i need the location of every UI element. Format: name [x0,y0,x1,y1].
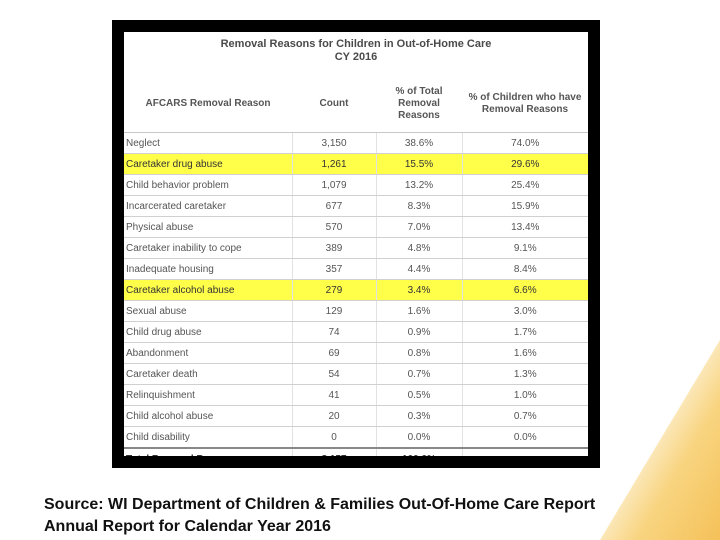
source-caption: Source: WI Department of Children & Fami… [44,494,684,538]
cell-count: 279 [292,279,377,301]
cell-pct-children: 74.0% [462,132,588,154]
cell-reason: Inadequate housing [124,258,293,280]
table-row: Inadequate housing 357 4.4% 8.4% [124,258,588,280]
cell-reason: Sexual abuse [124,300,293,322]
cell-pct-total: 4.8% [376,237,463,259]
cell-reason: Child disability [124,426,293,449]
cell-count: 20 [292,405,377,427]
total-pct-total: 100.0% [376,447,463,456]
cell-pct-total: 0.7% [376,363,463,385]
cell-pct-children: 25.4% [462,174,588,196]
source-caption-line2: Annual Report for Calendar Year 2016 [44,518,331,535]
table-row: Abandonment 69 0.8% 1.6% [124,342,588,364]
table-row: Child alcohol abuse 20 0.3% 0.7% [124,405,588,427]
cell-pct-total: 0.9% [376,321,463,343]
table-row: Child drug abuse 74 0.9% 1.7% [124,321,588,343]
table-row: Physical abuse 570 7.0% 13.4% [124,216,588,238]
cell-count: 677 [292,195,377,217]
cell-pct-total: 7.0% [376,216,463,238]
cell-pct-total: 3.4% [376,279,463,301]
cell-count: 41 [292,384,377,406]
cell-reason: Caretaker death [124,363,293,385]
table-title: Removal Reasons for Children in Out-of-H… [124,38,588,64]
cell-pct-total: 4.4% [376,258,463,280]
cell-pct-children: 3.0% [462,300,588,322]
table-row: Child behavior problem 1,079 13.2% 25.4% [124,174,588,196]
header-pct-total: % of Total Removal Reasons [376,76,462,133]
cell-pct-total: 1.6% [376,300,463,322]
cell-pct-children: 29.6% [462,153,588,175]
cell-pct-children: 13.4% [462,216,588,238]
table-title-line1: Removal Reasons for Children in Out-of-H… [220,38,492,50]
cell-count: 129 [292,300,377,322]
cell-reason: Incarcerated caretaker [124,195,293,217]
cell-pct-children: 0.7% [462,405,588,427]
table-row: Relinquishment 41 0.5% 1.0% [124,384,588,406]
table-title-line2: CY 2016 [334,51,378,63]
cell-count: 389 [292,237,377,259]
total-row: Total Removal Reasons8,157100.0%- [124,447,588,456]
cell-reason: Neglect [124,132,293,154]
cell-pct-children: 1.6% [462,342,588,364]
cell-reason: Relinquishment [124,384,293,406]
cell-pct-total: 0.3% [376,405,463,427]
cell-reason: Child drug abuse [124,321,293,343]
header-reason: AFCARS Removal Reason [124,76,292,133]
cell-reason: Child behavior problem [124,174,293,196]
cell-count: 74 [292,321,377,343]
cell-pct-total: 0.0% [376,426,463,449]
table-row: Sexual abuse 129 1.6% 3.0% [124,300,588,322]
cell-pct-total: 0.8% [376,342,463,364]
cell-pct-children: 15.9% [462,195,588,217]
cell-pct-children: 1.0% [462,384,588,406]
table-row: Caretaker drug abuse 1,261 15.5% 29.6% [124,153,588,175]
cell-count: 570 [292,216,377,238]
cell-pct-children: 1.3% [462,363,588,385]
source-caption-line1: Source: WI Department of Children & Fami… [44,496,596,513]
table-row: Caretaker death 54 0.7% 1.3% [124,363,588,385]
cell-reason: Caretaker inability to cope [124,237,293,259]
cell-count: 69 [292,342,377,364]
total-reason: Total Removal Reasons [124,447,293,456]
table-row: Caretaker alcohol abuse 279 3.4% 6.6% [124,279,588,301]
header-row: AFCARS Removal Reason Count % of Total R… [124,76,588,133]
cell-reason: Abandonment [124,342,293,364]
total-pct-children: - [462,447,588,456]
cell-count: 3,150 [292,132,377,154]
cell-pct-total: 15.5% [376,153,463,175]
cell-pct-children: 8.4% [462,258,588,280]
cell-pct-total: 38.6% [376,132,463,154]
table-frame: Removal Reasons for Children in Out-of-H… [112,20,600,468]
table-row: Neglect 3,150 38.6% 74.0% [124,132,588,154]
total-count: 8,157 [292,447,377,456]
removal-reasons-table: AFCARS Removal Reason Count % of Total R… [124,76,588,456]
cell-pct-total: 13.2% [376,174,463,196]
cell-pct-total: 0.5% [376,384,463,406]
cell-reason: Physical abuse [124,216,293,238]
cell-count: 1,079 [292,174,377,196]
table-row: Child disability 0 0.0% 0.0% [124,426,588,449]
cell-count: 54 [292,363,377,385]
cell-pct-children: 1.7% [462,321,588,343]
cell-count: 357 [292,258,377,280]
table-card: Removal Reasons for Children in Out-of-H… [124,32,588,456]
header-pct-children: % of Children who have Removal Reasons [462,76,588,133]
cell-reason: Caretaker alcohol abuse [124,279,293,301]
header-count: Count [292,76,376,133]
cell-pct-children: 0.0% [462,426,588,449]
cell-count: 1,261 [292,153,377,175]
cell-reason: Caretaker drug abuse [124,153,293,175]
cell-pct-total: 8.3% [376,195,463,217]
table-row: Incarcerated caretaker 677 8.3% 15.9% [124,195,588,217]
cell-count: 0 [292,426,377,449]
cell-pct-children: 9.1% [462,237,588,259]
cell-reason: Child alcohol abuse [124,405,293,427]
table-row: Caretaker inability to cope 389 4.8% 9.1% [124,237,588,259]
cell-pct-children: 6.6% [462,279,588,301]
